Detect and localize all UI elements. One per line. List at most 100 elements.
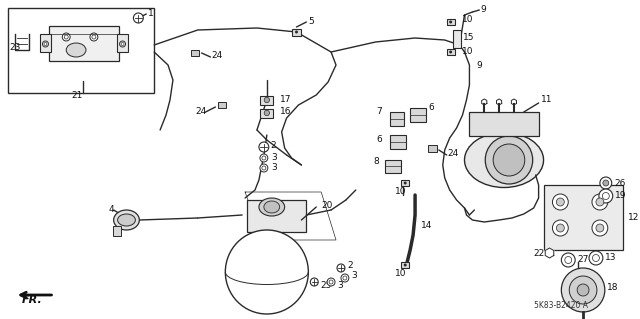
Circle shape [133,13,143,23]
Bar [113,226,120,236]
Text: 4: 4 [109,205,115,214]
Circle shape [493,144,525,176]
Circle shape [569,276,597,304]
Text: 9: 9 [476,61,482,70]
Circle shape [260,154,268,162]
Text: 25: 25 [320,281,332,291]
Text: 6: 6 [428,103,434,113]
Text: 7: 7 [376,108,382,116]
Circle shape [577,284,589,296]
Text: 10: 10 [461,48,473,56]
Circle shape [596,224,604,232]
Bar [447,49,454,55]
Bar [191,50,198,56]
Text: 21: 21 [71,92,83,100]
Circle shape [264,97,269,103]
Circle shape [341,274,349,282]
Polygon shape [545,248,554,258]
Text: 19: 19 [614,191,626,201]
Circle shape [337,264,345,272]
Circle shape [120,41,125,47]
Text: 2: 2 [347,261,353,270]
Text: 10: 10 [396,270,407,278]
Circle shape [259,142,269,152]
Text: 23: 23 [9,42,20,51]
Circle shape [62,33,70,41]
Text: 20: 20 [321,201,333,210]
Bar [260,95,273,105]
Bar [390,112,404,126]
Bar [385,160,401,173]
Text: 13: 13 [605,253,616,262]
Circle shape [592,220,608,236]
Text: 11: 11 [541,95,552,105]
Bar [410,108,426,122]
Ellipse shape [264,201,280,213]
Bar [40,34,51,52]
Circle shape [327,278,335,286]
Bar [428,145,437,152]
Text: 14: 14 [421,220,433,229]
Text: 10: 10 [461,16,473,25]
Bar [469,112,539,136]
Circle shape [556,198,564,206]
Bar [260,108,273,117]
Text: 3: 3 [337,281,343,291]
Bar [8,8,154,93]
Circle shape [552,194,568,210]
Ellipse shape [66,43,86,57]
Bar [452,30,461,48]
Polygon shape [511,99,516,105]
Circle shape [449,50,452,54]
Circle shape [596,198,604,206]
Circle shape [485,136,532,184]
Text: 3: 3 [351,271,356,279]
Text: 6: 6 [376,136,382,145]
Text: 1: 1 [148,10,154,19]
Text: 5K83-B2420 A: 5K83-B2420 A [534,301,588,310]
Circle shape [260,164,268,172]
Bar [401,262,409,268]
Text: 8: 8 [374,158,380,167]
Bar [447,19,454,25]
Text: 18: 18 [607,283,618,292]
Text: 24: 24 [211,51,223,61]
Text: 17: 17 [280,94,291,103]
Circle shape [603,180,609,186]
Text: 12: 12 [628,213,639,222]
Polygon shape [482,99,487,105]
Text: 16: 16 [280,108,291,116]
Text: 2: 2 [271,140,276,150]
Ellipse shape [465,132,543,188]
Text: 3: 3 [271,164,276,173]
Circle shape [556,224,564,232]
Text: FR.: FR. [22,295,42,305]
Bar [543,185,623,250]
Text: 24: 24 [448,150,459,159]
Circle shape [225,230,308,314]
Circle shape [404,263,406,266]
Bar [116,34,129,52]
Circle shape [404,182,406,184]
Circle shape [589,251,603,265]
Text: 5: 5 [308,18,314,26]
Text: 3: 3 [271,153,276,162]
Circle shape [592,194,608,210]
Circle shape [90,33,98,41]
Ellipse shape [114,210,140,230]
Bar [390,135,406,149]
Circle shape [561,253,575,267]
Bar [292,28,301,35]
Circle shape [42,41,49,47]
Text: 10: 10 [396,188,407,197]
Circle shape [552,220,568,236]
Text: 15: 15 [463,33,474,42]
Bar [49,26,118,61]
Bar [218,102,227,108]
Text: 9: 9 [480,5,486,14]
Polygon shape [497,99,502,105]
Text: 26: 26 [614,179,626,188]
Bar [247,200,307,232]
Ellipse shape [118,214,136,226]
Text: 22: 22 [534,249,545,257]
